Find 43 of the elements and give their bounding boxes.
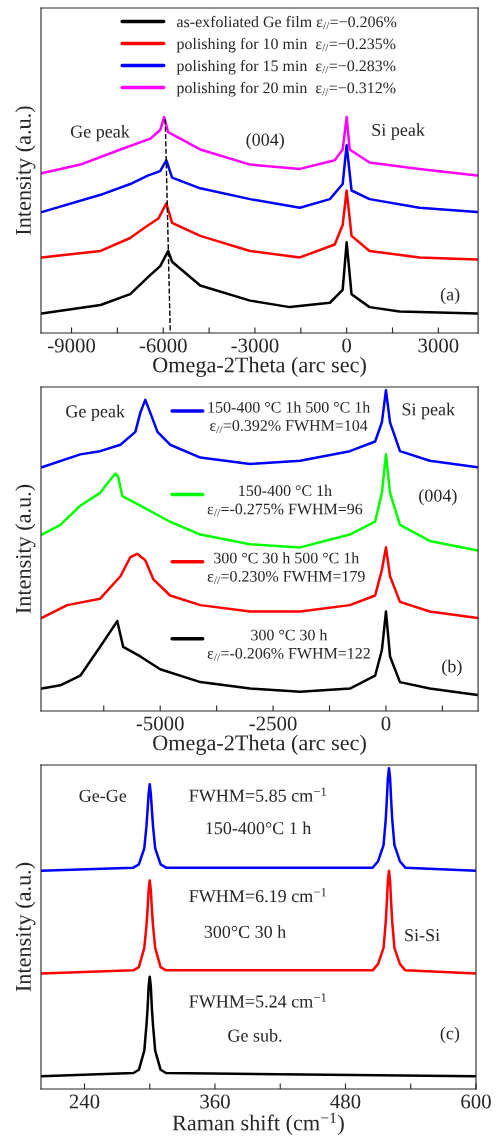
annotation: FWHM=6.19 cm$^{−1}$ [189, 887, 327, 903]
annotation: (b) [442, 659, 462, 677]
annotation: Ge peak [70, 124, 130, 142]
x-tick-label: 3000 [418, 338, 459, 353]
legend-label: 300 °C 30 h 500 °C 1h ε$_{//}$=0.230% FWHM=179 [207, 552, 365, 584]
annotation: 300°C 30 h [204, 925, 286, 938]
annotation: Si peak [402, 402, 456, 420]
annotation: Ge peak [66, 404, 126, 422]
x-axis-title: Omega-2Theta (arc sec) [153, 356, 366, 377]
x-axis-title: Raman shift (cm$^{−1}$) [172, 1112, 344, 1135]
x-tick-label: 360 [200, 1094, 230, 1109]
legend-label: as-exfoliated Ge film ε$_{//}$=−0.206% [177, 15, 397, 30]
x-tick-label: -6000 [139, 338, 187, 353]
text: 150-400 °C 1h ε$_{//}$=-0.275% FWHM=96 [207, 484, 363, 517]
annotation: FWHM=5.24 cm$^{−1}$ [189, 993, 327, 1008]
x-tick-label: 480 [330, 1094, 361, 1109]
x-tick-label: -5000 [136, 716, 184, 731]
legend-label: polishing for 20 min ε$_{//}$=−0.312% [176, 81, 396, 97]
x-tick-label: -2500 [249, 716, 297, 731]
x-tick-label: 600 [461, 1094, 491, 1109]
annotation: (c) [440, 1026, 460, 1044]
x-tick-label: 0 [342, 338, 352, 353]
y-axis-title: Intensity (a.u.) [15, 106, 36, 235]
annotation: Ge sub. [228, 1029, 282, 1042]
x-tick-label: -9000 [48, 338, 96, 353]
y-axis-title: Intensity (a.u.) [15, 862, 36, 992]
x-tick-label: -3000 [231, 338, 279, 353]
y-axis-title: Intensity (a.u.) [15, 484, 36, 614]
text: 300 °C 30 h ε$_{//}$=-0.206% FWHM=122 [207, 629, 370, 661]
legend-label: 150-400 °C 1h 500 °C 1h ε$_{//}$=0.392% FWHM=104 [208, 401, 371, 434]
legend-label: polishing for 15 min ε$_{//}$=−0.283% [176, 59, 396, 75]
legend-label: polishing for 10 min ε$_{//}$=−0.235% [176, 37, 396, 53]
annotation: Si-Si [405, 929, 440, 942]
annotation: (a) [440, 287, 460, 305]
annotation: Si peak [372, 123, 425, 140]
annotation: Ge-Ge [79, 789, 127, 802]
x-axis-title: Omega-2Theta (arc sec) [153, 734, 366, 755]
annotation: FWHM=5.85 cm$^{−1}$ [189, 787, 327, 802]
annotation: 150-400°C 1 h [206, 821, 312, 835]
x-tick-label: 0 [381, 716, 391, 731]
annotation: (004) [419, 488, 457, 506]
x-tick-label: 240 [69, 1094, 100, 1109]
annotation: (004) [246, 133, 284, 150]
